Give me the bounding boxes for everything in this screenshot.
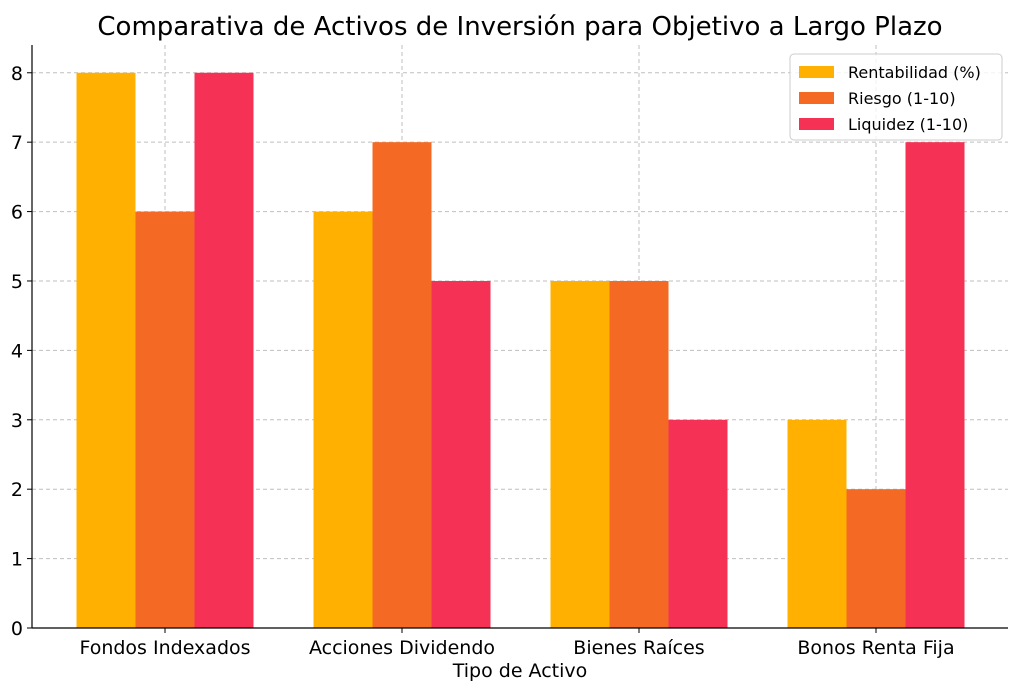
legend-swatch [799, 118, 834, 130]
y-tick-label: 6 [11, 202, 23, 224]
bar [905, 142, 965, 628]
y-tick-label: 5 [11, 271, 23, 293]
bar [76, 72, 136, 628]
x-tick-label: Bienes Raíces [573, 637, 704, 659]
x-tick-label: Acciones Dividendo [309, 637, 495, 659]
legend-label: Riesgo (1-10) [848, 89, 956, 108]
bar [550, 280, 610, 628]
legend: Rentabilidad (%) Riesgo (1-10) Liquidez (1… [789, 53, 1003, 141]
x-tick-label: Bonos Renta Fija [797, 637, 954, 659]
y-tick-label: 1 [11, 549, 23, 571]
x-axis-title: Tipo de Activo [452, 660, 588, 682]
ticks: 0 1 2 3 4 5 6 7 8 Fondos Indexados Acciones Divide… [11, 63, 955, 659]
y-tick-label: 3 [11, 410, 23, 432]
y-tick-label: 7 [11, 132, 23, 154]
x-tick-label: Fondos Indexados [79, 637, 250, 659]
bar [135, 211, 195, 629]
bar [787, 419, 847, 628]
y-tick-label: 8 [11, 63, 23, 85]
legend-swatch [799, 92, 834, 104]
y-tick-label: 4 [11, 340, 23, 362]
legend-swatch [799, 66, 834, 78]
bar [846, 489, 906, 628]
legend-box [789, 53, 1003, 141]
y-tick-label: 2 [11, 479, 23, 501]
bar [372, 142, 432, 628]
chart-title: Comparativa de Activos de Inversión para… [97, 12, 942, 42]
bar [313, 211, 373, 629]
legend-label: Rentabilidad (%) [848, 63, 981, 82]
bar [431, 280, 491, 628]
legend-label: Liquidez (1-10) [848, 115, 968, 134]
y-tick-label: 0 [11, 618, 23, 640]
bar [194, 72, 254, 628]
bar [609, 280, 669, 628]
bars [76, 72, 965, 629]
bar [668, 419, 728, 628]
